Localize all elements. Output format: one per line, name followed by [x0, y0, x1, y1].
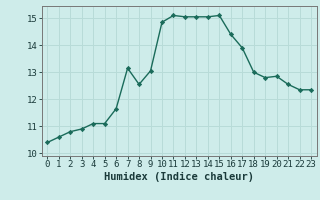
- X-axis label: Humidex (Indice chaleur): Humidex (Indice chaleur): [104, 172, 254, 182]
